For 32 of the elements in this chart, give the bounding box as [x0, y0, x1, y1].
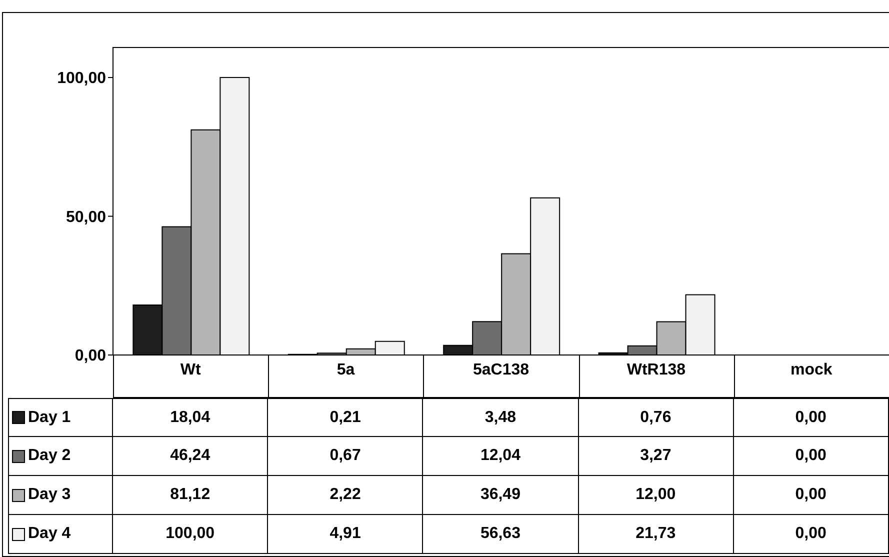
data-label: 21,73 [578, 515, 734, 554]
legend-label: Day 2 [28, 447, 71, 465]
data-label: 2,22 [268, 476, 424, 515]
data-label: 0,00 [734, 398, 889, 437]
y-tick-label: 100,00 [57, 70, 106, 88]
y-tick-label: 0,00 [74, 348, 106, 365]
y-tick-label: 50,00 [66, 208, 106, 226]
data-label: 0,21 [268, 398, 424, 437]
x-tick-label: 5a [336, 361, 355, 378]
x-tick-label: 5aC138 [472, 361, 530, 378]
data-label: 0,00 [734, 476, 889, 515]
data-label: 3,27 [578, 437, 734, 476]
x-tick-label: Wt [180, 361, 202, 378]
data-label: 12,00 [578, 476, 734, 515]
data-label: 0,76 [578, 398, 734, 437]
data-label: 12,04 [423, 437, 579, 476]
data-label: 36,49 [423, 476, 579, 515]
x-tick-label: mock [790, 361, 832, 378]
legend-label: Day 3 [28, 486, 71, 504]
x-tick-label: WtR138 [626, 361, 686, 378]
legend-label: Day 4 [28, 525, 71, 543]
data-label: 100,00 [113, 515, 268, 554]
data-label: 4,91 [268, 515, 424, 554]
data-label: 18,04 [113, 398, 268, 437]
data-label: 56,63 [423, 515, 579, 554]
data-label: 3,48 [423, 398, 579, 437]
data-label: 46,24 [113, 437, 268, 476]
data-label: 81,12 [113, 476, 268, 515]
legend-label: Day 1 [28, 408, 71, 426]
data-label: 0,00 [734, 437, 889, 476]
data-label: 0,00 [734, 515, 889, 554]
data-label: 0,67 [268, 437, 424, 476]
